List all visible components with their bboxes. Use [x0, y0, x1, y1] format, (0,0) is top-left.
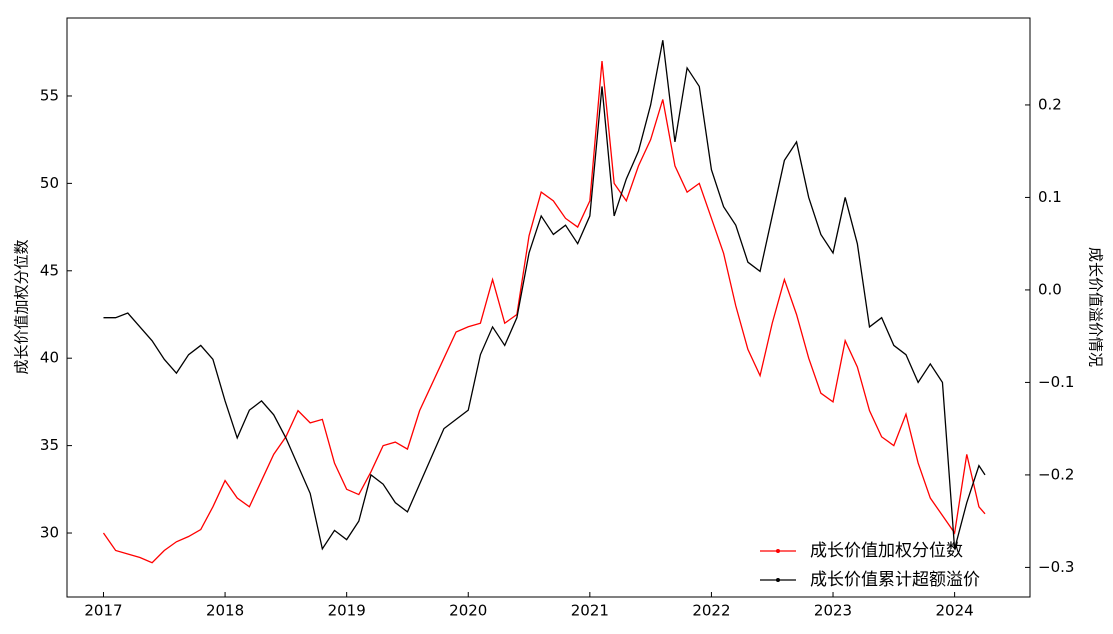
y-tick-label: 30 [40, 524, 59, 542]
plot-frame [66, 17, 1031, 598]
y-tick-label: 45 [40, 261, 59, 279]
y2-tick-label: −0.2 [1038, 465, 1074, 483]
x-tick-label: 2021 [571, 602, 609, 620]
y2-tick-label: −0.3 [1038, 558, 1074, 576]
y2-tick-label: 0.2 [1038, 95, 1062, 113]
y-tick-label: 35 [40, 436, 59, 454]
legend-marker [776, 578, 780, 582]
legend-marker [776, 549, 780, 553]
x-tick-label: 2017 [84, 602, 122, 620]
series-line [103, 40, 986, 551]
y2-tick-label: 0.0 [1038, 280, 1062, 298]
x-tick-label: 2023 [814, 602, 852, 620]
y-axis-label: 成长价值加权分位数 [13, 239, 31, 374]
legend-label: 成长价值加权分位数 [810, 541, 963, 561]
legend-label: 成长价值累计超额溢价 [810, 570, 980, 590]
x-tick-label: 2018 [206, 602, 244, 620]
x-tick-label: 2022 [692, 602, 730, 620]
x-tick-label: 2024 [936, 602, 974, 620]
y2-tick-label: 0.1 [1038, 188, 1062, 206]
y-tick-label: 50 [40, 174, 59, 192]
x-tick-label: 2020 [449, 602, 487, 620]
x-tick-label: 2019 [328, 602, 366, 620]
series-line [102, 60, 986, 564]
y2-axis-label: 成长价值溢价情况 [1087, 247, 1105, 367]
y-tick-label: 55 [40, 86, 59, 104]
y2-tick-label: −0.1 [1038, 373, 1074, 391]
y-tick-label: 40 [40, 349, 59, 367]
